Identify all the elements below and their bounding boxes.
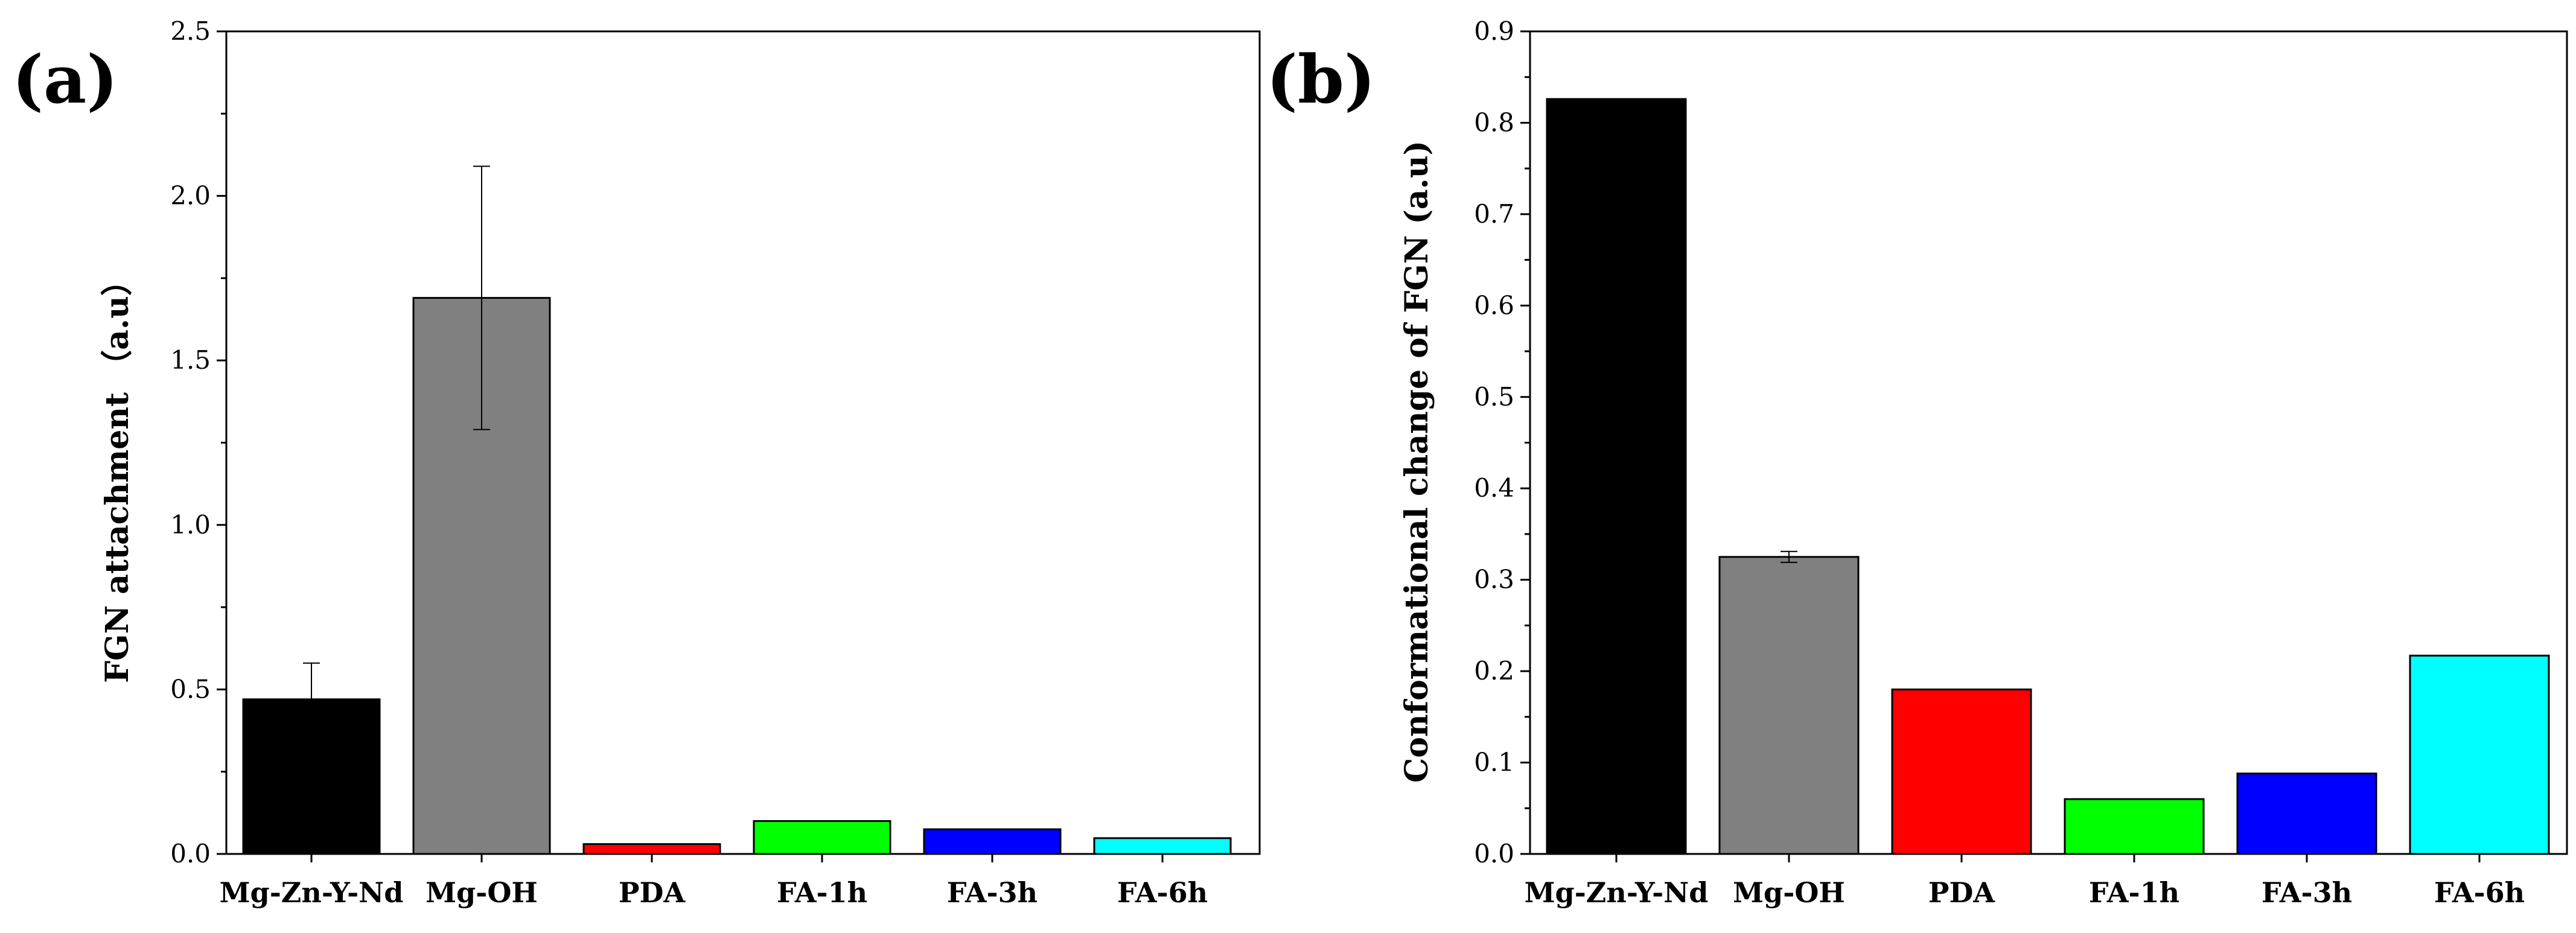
y-tick-label: 0.0: [1474, 839, 1514, 868]
y-tick-label: 0.3: [1474, 565, 1514, 594]
y-tick-label: 1.5: [170, 345, 211, 375]
y-tick-label: 0.7: [1474, 199, 1514, 229]
x-tick-label: FA-3h: [947, 876, 1038, 909]
x-tick-label: FA-6h: [2434, 876, 2525, 909]
bar-pda: [582, 843, 721, 855]
panel-b-error-bars: [1781, 550, 1797, 563]
x-tick-label: PDA: [1928, 876, 1995, 909]
x-tick-label: FA-1h: [2089, 876, 2179, 909]
panel-b-label: (b): [1266, 40, 1376, 118]
x-tick-label: Mg-Zn-Y-Nd: [1525, 876, 1709, 909]
bar-pda: [1891, 688, 2032, 855]
bar-mg-zn-y-nd: [1546, 98, 1687, 855]
y-tick-label: 0.2: [1474, 656, 1514, 686]
x-tick-label: Mg-OH: [426, 876, 538, 909]
panel-b-y-axis-title: Conformational change of FGN (a.u): [1398, 141, 1435, 783]
panel-a-error-bars: [303, 165, 490, 736]
y-tick-label: 1.0: [170, 510, 211, 540]
x-tick-label: Mg-OH: [1733, 876, 1845, 909]
x-tick-label: Mg-Zn-Y-Nd: [220, 876, 404, 909]
panel-a-plot-frame: [225, 30, 1261, 855]
x-tick-label: FA-6h: [1117, 876, 1208, 909]
y-tick-label: 2.5: [170, 16, 211, 46]
bar-fa-3h: [2236, 772, 2377, 855]
x-tick-label: FA-3h: [2262, 876, 2352, 909]
y-tick-label: 0.5: [170, 674, 211, 704]
panel-b-bars: [1546, 98, 2550, 855]
panel-a-label: (a): [12, 40, 118, 118]
bar-fa-1h: [2064, 798, 2205, 855]
y-tick-label: 0.4: [1474, 473, 1514, 503]
panel-b-y-ticks: 0.0 0.1 0.2 0.3 0.4 0.5 0.6 0.7 0.8 0.9: [1474, 16, 1530, 868]
panel-b-x-tick-labels: Mg-Zn-Y-Nd Mg-OH PDA FA-1h FA-3h FA-6h: [1525, 854, 2525, 909]
panel-a: (a) FGN attachment （a.u） 0.0 0.5 1.0 1.5 2.0…: [12, 16, 1261, 909]
bar-fa-3h: [923, 828, 1062, 855]
panel-a-bars: [242, 297, 1232, 855]
panel-a-y-ticks: 0.0 0.5 1.0 1.5 2.0 2.5: [170, 16, 226, 868]
y-tick-label: 0.8: [1474, 107, 1514, 137]
x-tick-label: PDA: [619, 876, 686, 909]
panel-a-y-axis-title: FGN attachment （a.u）: [99, 264, 136, 683]
panel-b-plot-frame: [1529, 30, 2568, 855]
bar-mg-oh: [1718, 556, 1860, 855]
y-tick-label: 0.9: [1474, 16, 1514, 46]
y-tick-label: 0.1: [1474, 748, 1514, 777]
y-tick-label: 0.5: [1474, 382, 1514, 412]
y-tick-label: 0.0: [170, 839, 211, 868]
x-tick-label: FA-1h: [777, 876, 867, 909]
bar-fa-6h: [2409, 654, 2550, 855]
panel-a-x-tick-labels: Mg-Zn-Y-Nd Mg-OH PDA FA-1h FA-3h FA-6h: [220, 854, 1208, 909]
bar-fa-1h: [753, 820, 891, 855]
bar-fa-6h: [1093, 837, 1232, 855]
panel-b: (b) Conformational change of FGN (a.u) 0…: [1266, 16, 2568, 909]
y-tick-label: 2.0: [170, 181, 211, 211]
y-tick-label: 0.6: [1474, 290, 1514, 320]
